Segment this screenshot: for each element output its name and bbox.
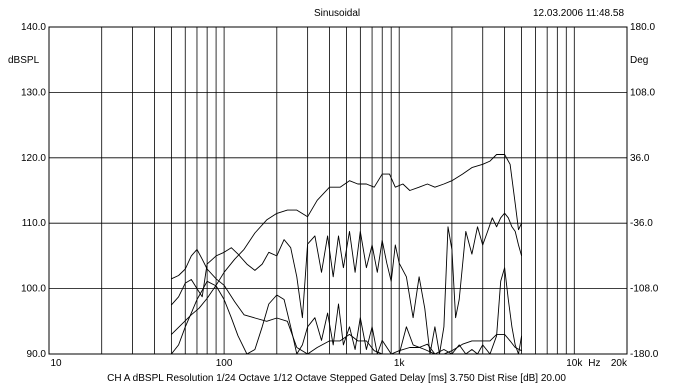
x-tick-label: 10k xyxy=(566,358,583,369)
y-tick-label-right: -180.0 xyxy=(630,349,659,360)
timestamp: 12.03.2006 11:48.58 xyxy=(533,8,625,19)
y-tick-label-left: 100.0 xyxy=(21,284,46,295)
series-line-4 xyxy=(171,267,523,354)
y-tick-label-right: 108.0 xyxy=(630,87,655,98)
chart-title: Sinusoidal xyxy=(314,8,361,19)
y-tick-label-left: 140.0 xyxy=(21,22,46,33)
series-line-1 xyxy=(171,154,523,335)
y-tick-label-right: -36.0 xyxy=(630,218,653,229)
y-tick-label-right: 36.0 xyxy=(630,153,650,164)
x-tick-label: 1k xyxy=(394,358,406,369)
x-axis-unit-label: Hz xyxy=(588,358,600,369)
y-tick-label-left: 130.0 xyxy=(21,87,46,98)
x-tick-label: 10 xyxy=(50,358,62,369)
y-tick-label-left: 90.0 xyxy=(27,349,47,360)
series-line-2 xyxy=(171,248,522,354)
y-tick-label-left: 120.0 xyxy=(21,153,46,164)
plot-frame xyxy=(48,26,628,355)
y-axis-label-left: dBSPL xyxy=(8,55,40,66)
y-tick-label-right: -108.0 xyxy=(630,284,659,295)
measurement-settings: CH A dBSPL Resolution 1/24 Octave 1/12 O… xyxy=(107,373,566,384)
x-tick-label: 100 xyxy=(216,358,233,369)
series-line-3 xyxy=(171,212,523,354)
y-axis-label-right: Deg xyxy=(630,55,648,66)
y-tick-label-right: 180.0 xyxy=(630,22,655,33)
y-tick-label-left: 110.0 xyxy=(22,218,47,229)
x-tick-label: 20k xyxy=(611,358,628,369)
